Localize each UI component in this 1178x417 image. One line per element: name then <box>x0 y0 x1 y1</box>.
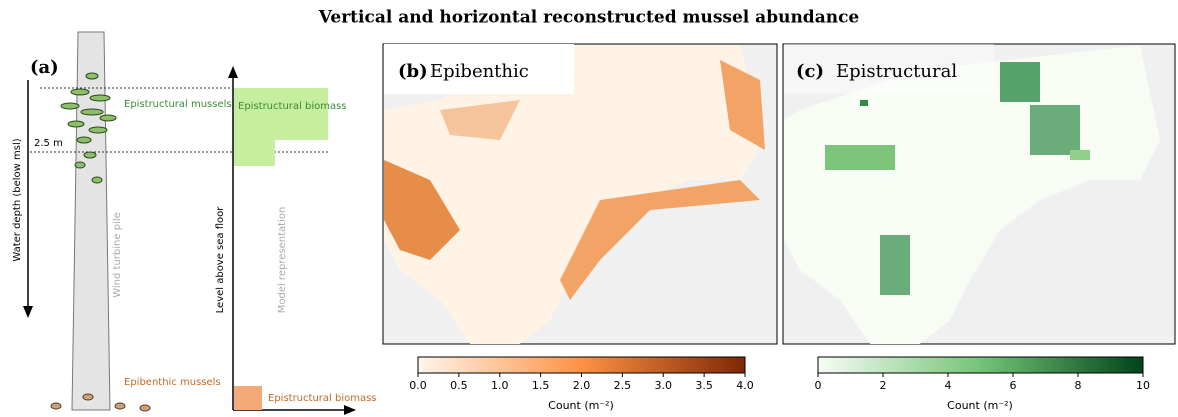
colorbar-tick-label: 2.5 <box>614 379 632 392</box>
colorbar-tick-label: 1.5 <box>532 379 550 392</box>
epibenthic-box <box>234 386 262 410</box>
colorbar-tick-label: 6 <box>1010 379 1017 392</box>
depth-mark: 2.5 m <box>34 138 63 149</box>
hotspot <box>384 160 460 260</box>
axis-label: Level above sea floor <box>215 206 226 314</box>
colorbar-tick-label: 3.5 <box>695 379 713 392</box>
epibenthic-mussels-icons <box>50 393 151 412</box>
patch <box>440 100 520 140</box>
clusters <box>825 62 1090 295</box>
title-box <box>384 44 574 94</box>
figure-title: Vertical and horizontal reconstructed mu… <box>318 8 860 28</box>
colorbar-tick-label: 4.0 <box>736 379 754 392</box>
box-label: Epistructural biomass <box>238 101 347 112</box>
annotation-text: Epistructural mussels <box>124 99 232 110</box>
panel-b: (b) Epibenthic Count (m⁻²) <box>382 43 778 412</box>
panel-title: Epibenthic <box>430 61 529 82</box>
colorbar-tick-label: 10 <box>1136 379 1150 392</box>
colorbar <box>417 356 746 374</box>
coast-band <box>560 180 760 300</box>
mussels <box>60 72 117 184</box>
colorbar-tick-label: 3.0 <box>655 379 673 392</box>
colorbar-tick-label: 4 <box>945 379 952 392</box>
pile-label: Wind turbine pile <box>112 212 123 298</box>
patch <box>720 60 765 150</box>
colorbar-tick-label: 0.5 <box>450 379 468 392</box>
panel-title: Epistructural <box>836 61 957 82</box>
panel-label: (c) <box>796 61 824 82</box>
colorbar-tick-label: 2 <box>880 379 887 392</box>
colorbar-label: Count (m⁻²) <box>548 399 614 412</box>
epistructural-box <box>234 88 328 166</box>
box-label: Epistructural biomass <box>268 393 377 404</box>
colorbar-tick-label: 2.0 <box>573 379 591 392</box>
colorbar <box>817 356 1144 374</box>
axis-label: Water depth (below msl) <box>12 138 23 261</box>
colorbar-tick-label: 0 <box>815 379 822 392</box>
colorbar-label: Count (m⁻²) <box>947 399 1013 412</box>
panel-label: (a) <box>30 57 59 78</box>
arrow-head <box>344 405 356 415</box>
colorbar-tick-label: 1.0 <box>491 379 509 392</box>
panel-a: (a) Epistructural mussels 2.5 m Water de… <box>12 31 377 415</box>
panel-label: (b) <box>398 61 428 82</box>
arrow-head <box>228 66 238 78</box>
colorbar-tick-label: 8 <box>1075 379 1082 392</box>
title-box <box>784 44 994 94</box>
colorbar-tick-label: 0.0 <box>409 379 427 392</box>
panel-c: (c) Epistructural Count (m⁻²) <box>782 43 1176 412</box>
annotation: Epistructural mussels <box>124 99 232 110</box>
model-label: Model representation <box>277 207 288 314</box>
arrow-head <box>23 306 33 318</box>
annotation: Epibenthic mussels <box>124 377 221 388</box>
